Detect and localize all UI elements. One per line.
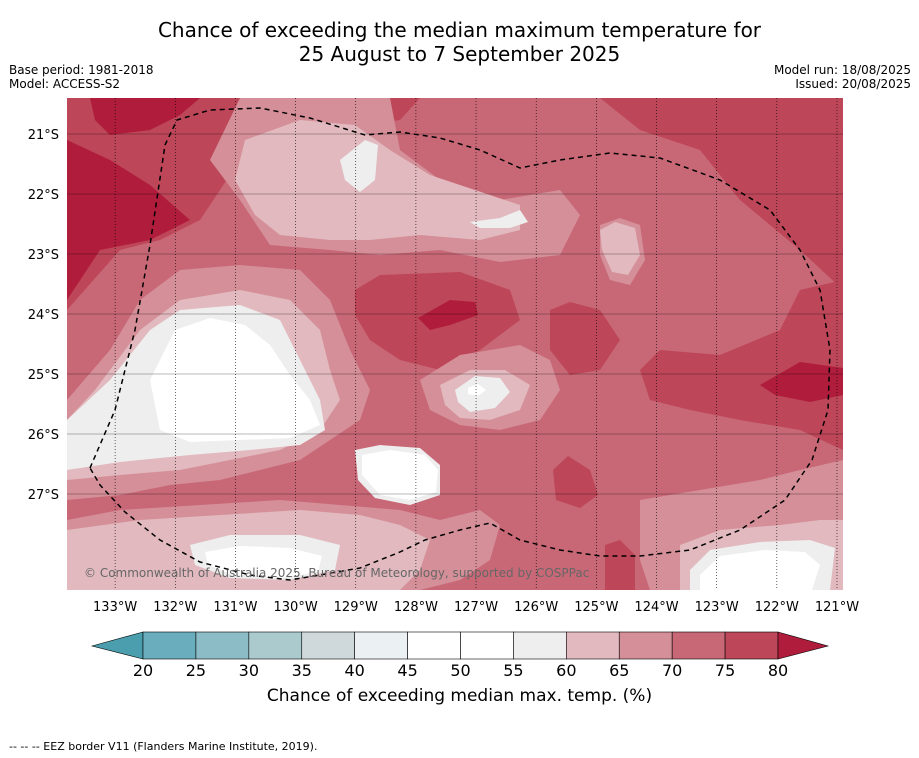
copyright-notice: © Commonwealth of Australia 2025, Bureau… — [84, 566, 589, 580]
grid-meridians — [114, 98, 838, 590]
longitude-labels: 133°W 132°W 131°W 130°W 129°W 128°W 127°W 126°W… — [93, 600, 859, 615]
colorbar-tick-label: 75 — [715, 661, 735, 680]
title-line-2: 25 August to 7 September 2025 — [298, 42, 621, 66]
colorbar-cell — [354, 631, 408, 660]
eez-border — [89, 107, 831, 581]
colorbar-cell — [566, 631, 620, 660]
colorbar-tick-label: 50 — [450, 661, 470, 680]
colorbar-tick-label: 40 — [344, 661, 364, 680]
field-75-lower — [553, 456, 598, 508]
longitude-label: 121°W — [815, 600, 859, 615]
longitude-label: 125°W — [574, 600, 618, 615]
field-50-center-south — [362, 450, 438, 500]
field-50-southwest — [150, 318, 320, 442]
map-title: Chance of exceeding the median maximum t… — [0, 18, 919, 66]
field-50-mid-dot — [468, 384, 486, 396]
probability-field — [67, 98, 843, 590]
colorbar-tick-label: 35 — [292, 661, 312, 680]
field-75-east — [640, 280, 843, 450]
field-50-southeast — [700, 550, 820, 590]
colorbar-cell — [301, 631, 355, 660]
latitude-label: 23°S — [28, 248, 59, 263]
longitude-label: 132°W — [153, 600, 197, 615]
field-75-bottom — [605, 540, 635, 590]
colorbar-under-arrow — [90, 631, 144, 660]
colorbar-tick-label: 80 — [768, 661, 788, 680]
field-60-ne-blob — [600, 222, 640, 275]
latitude-label: 24°S — [28, 308, 59, 323]
longitude-label: 128°W — [394, 600, 438, 615]
field-80-top — [90, 98, 200, 135]
title-line-1: Chance of exceeding the median maximum t… — [157, 18, 762, 42]
longitude-label: 133°W — [93, 600, 137, 615]
colorbar-cell — [248, 631, 303, 660]
latitude-label: 27°S — [28, 488, 59, 503]
colorbar-tick-label: 45 — [397, 661, 417, 680]
colorbar-tick-label: 60 — [556, 661, 576, 680]
field-60-north — [235, 120, 520, 240]
longitude-label: 126°W — [514, 600, 558, 615]
base-period: Base period: 1981-2018 — [9, 63, 154, 77]
colorbar-tick-label: 70 — [662, 661, 682, 680]
field-75-north — [67, 98, 420, 310]
latitude-label: 21°S — [28, 128, 59, 143]
field-80-east — [760, 362, 843, 402]
longitude-label: 127°W — [454, 600, 498, 615]
colorbar-label: Chance of exceeding median max. temp. (%… — [266, 686, 653, 706]
colorbar-tick-label: 65 — [609, 661, 629, 680]
colorbar-cell — [142, 631, 197, 660]
map-figure: © Commonwealth of Australia 2025, Bureau… — [28, 98, 859, 680]
colorbar-cell — [618, 631, 673, 660]
colorbar-cell — [407, 631, 461, 660]
colorbar-cell — [724, 631, 779, 660]
model-name: Model: ACCESS-S2 — [9, 77, 121, 91]
field-55-north-sliver — [470, 210, 528, 228]
colorbar-cell — [671, 631, 726, 660]
colorbar-tick-label: 55 — [503, 661, 523, 680]
colorbar-cell — [460, 631, 514, 660]
longitude-label: 131°W — [213, 600, 257, 615]
latitude-label: 25°S — [28, 368, 59, 383]
colorbar-tick-label: 25 — [186, 661, 206, 680]
longitude-label: 123°W — [695, 600, 739, 615]
latitude-label: 22°S — [28, 188, 59, 203]
meta-right: Model run: 18/08/2025 Issued: 20/08/2025 — [774, 63, 911, 91]
model-run: Model run: 18/08/2025 — [773, 63, 911, 77]
field-50-south — [205, 546, 322, 578]
longitude-label: 124°W — [634, 600, 678, 615]
field-55-north-blob — [340, 140, 378, 192]
colorbar-tick-labels: 20 25 30 35 40 45 50 55 60 65 70 75 80 — [133, 661, 788, 680]
colorbar-cell — [195, 631, 250, 660]
eez-border-line — [89, 107, 831, 581]
field-75-northeast — [600, 98, 843, 290]
colorbar: 20 25 30 35 40 45 50 55 60 65 70 75 80 — [90, 631, 830, 680]
colorbar-cells — [142, 631, 779, 660]
eez-footnote: -- -- -- EEZ border V11 (Flanders Marine… — [9, 740, 318, 753]
colorbar-cell — [513, 631, 567, 660]
grid-parallels — [67, 133, 843, 495]
colorbar-over-arrow — [777, 631, 830, 660]
colorbar-tick-label: 20 — [133, 661, 153, 680]
colorbar-tick-label: 30 — [239, 661, 259, 680]
latitude-labels: 21°S 22°S 23°S 24°S 25°S 26°S 27°S — [28, 128, 59, 503]
longitude-label: 122°W — [755, 600, 799, 615]
field-80-northwest — [67, 140, 190, 300]
graticule — [67, 98, 843, 590]
field-80-center — [418, 300, 478, 330]
meta-left: Base period: 1981-2018 Model: ACCESS-S2 — [9, 63, 154, 91]
field-75-midright — [550, 302, 620, 375]
latitude-label: 26°S — [28, 428, 59, 443]
longitude-label: 130°W — [274, 600, 318, 615]
field-55-mid — [455, 376, 510, 412]
longitude-label: 129°W — [334, 600, 378, 615]
issued-date: Issued: 20/08/2025 — [795, 77, 911, 91]
